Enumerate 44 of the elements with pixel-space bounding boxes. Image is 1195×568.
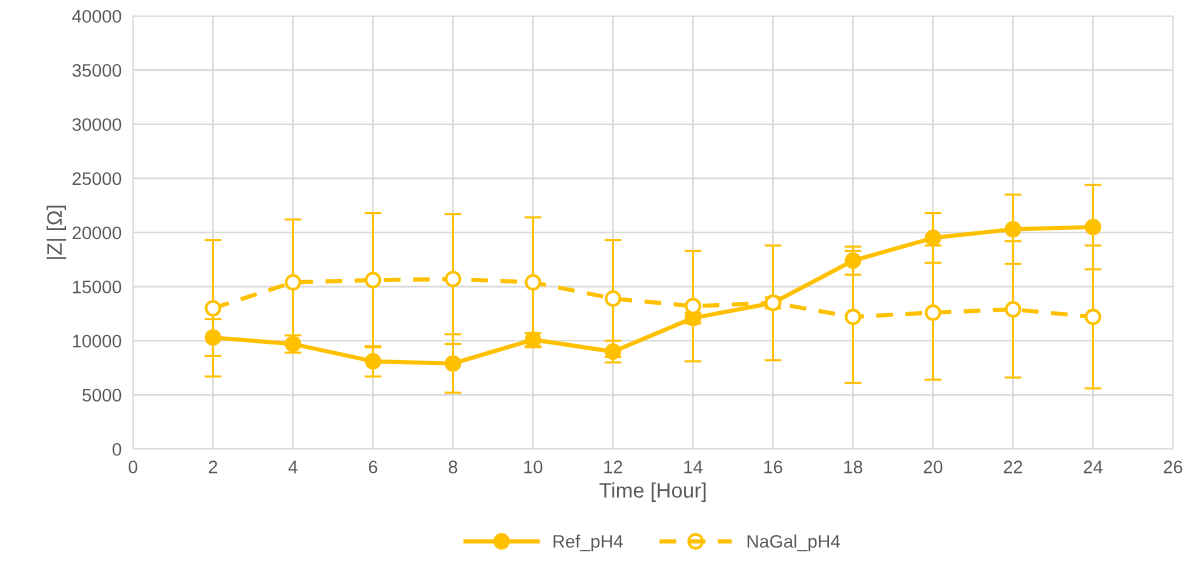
point	[924, 304, 942, 321]
x-tick-label: 2	[208, 460, 218, 474]
point	[1084, 218, 1102, 236]
y-tick-label: 35000	[72, 64, 122, 77]
point	[284, 273, 302, 291]
point	[1004, 301, 1022, 318]
x-tick-label: 6	[368, 460, 378, 474]
y-tick-label: 25000	[72, 172, 122, 186]
legend-label: NaGal_pH4	[747, 534, 840, 552]
point	[604, 290, 622, 307]
point	[204, 329, 222, 346]
x-tick-label: 22	[1003, 460, 1023, 474]
y-tick-label: 30000	[72, 118, 122, 131]
point	[204, 299, 222, 317]
point	[844, 308, 862, 326]
x-tick-label: 26	[1163, 460, 1183, 474]
x-tick-label: 0	[128, 460, 138, 474]
point	[524, 273, 542, 291]
y-tick-label: 20000	[72, 226, 122, 240]
point	[364, 271, 382, 289]
x-tick-label: 24	[1083, 460, 1103, 474]
x-tick-label: 16	[764, 460, 783, 474]
x-tick-label: 8	[448, 460, 458, 474]
y-tick-label: 15000	[73, 280, 122, 294]
y-tick-label: 5000	[82, 388, 122, 402]
y-tick-label: 10000	[73, 334, 122, 348]
x-tick-label: 18	[844, 460, 863, 474]
x-tick-label: 4	[288, 460, 298, 474]
point	[1084, 308, 1102, 326]
x-tick-label: 14	[684, 460, 703, 474]
point	[924, 229, 942, 247]
y-tick-label: 0	[112, 442, 122, 456]
point	[844, 252, 862, 269]
legend-label: Ref_pH4	[553, 534, 623, 552]
y-tick-label: 40000	[72, 9, 122, 23]
point	[444, 355, 462, 372]
y-axis-title: |Z| [Ω]	[46, 205, 67, 259]
point	[1004, 220, 1022, 238]
x-axis-title: Time [Hour]	[599, 482, 706, 502]
point	[444, 270, 462, 288]
point	[364, 352, 382, 370]
x-tick-label: 10	[524, 460, 543, 474]
x-tick-label: 20	[923, 460, 943, 474]
x-tick-label: 12	[604, 460, 623, 474]
